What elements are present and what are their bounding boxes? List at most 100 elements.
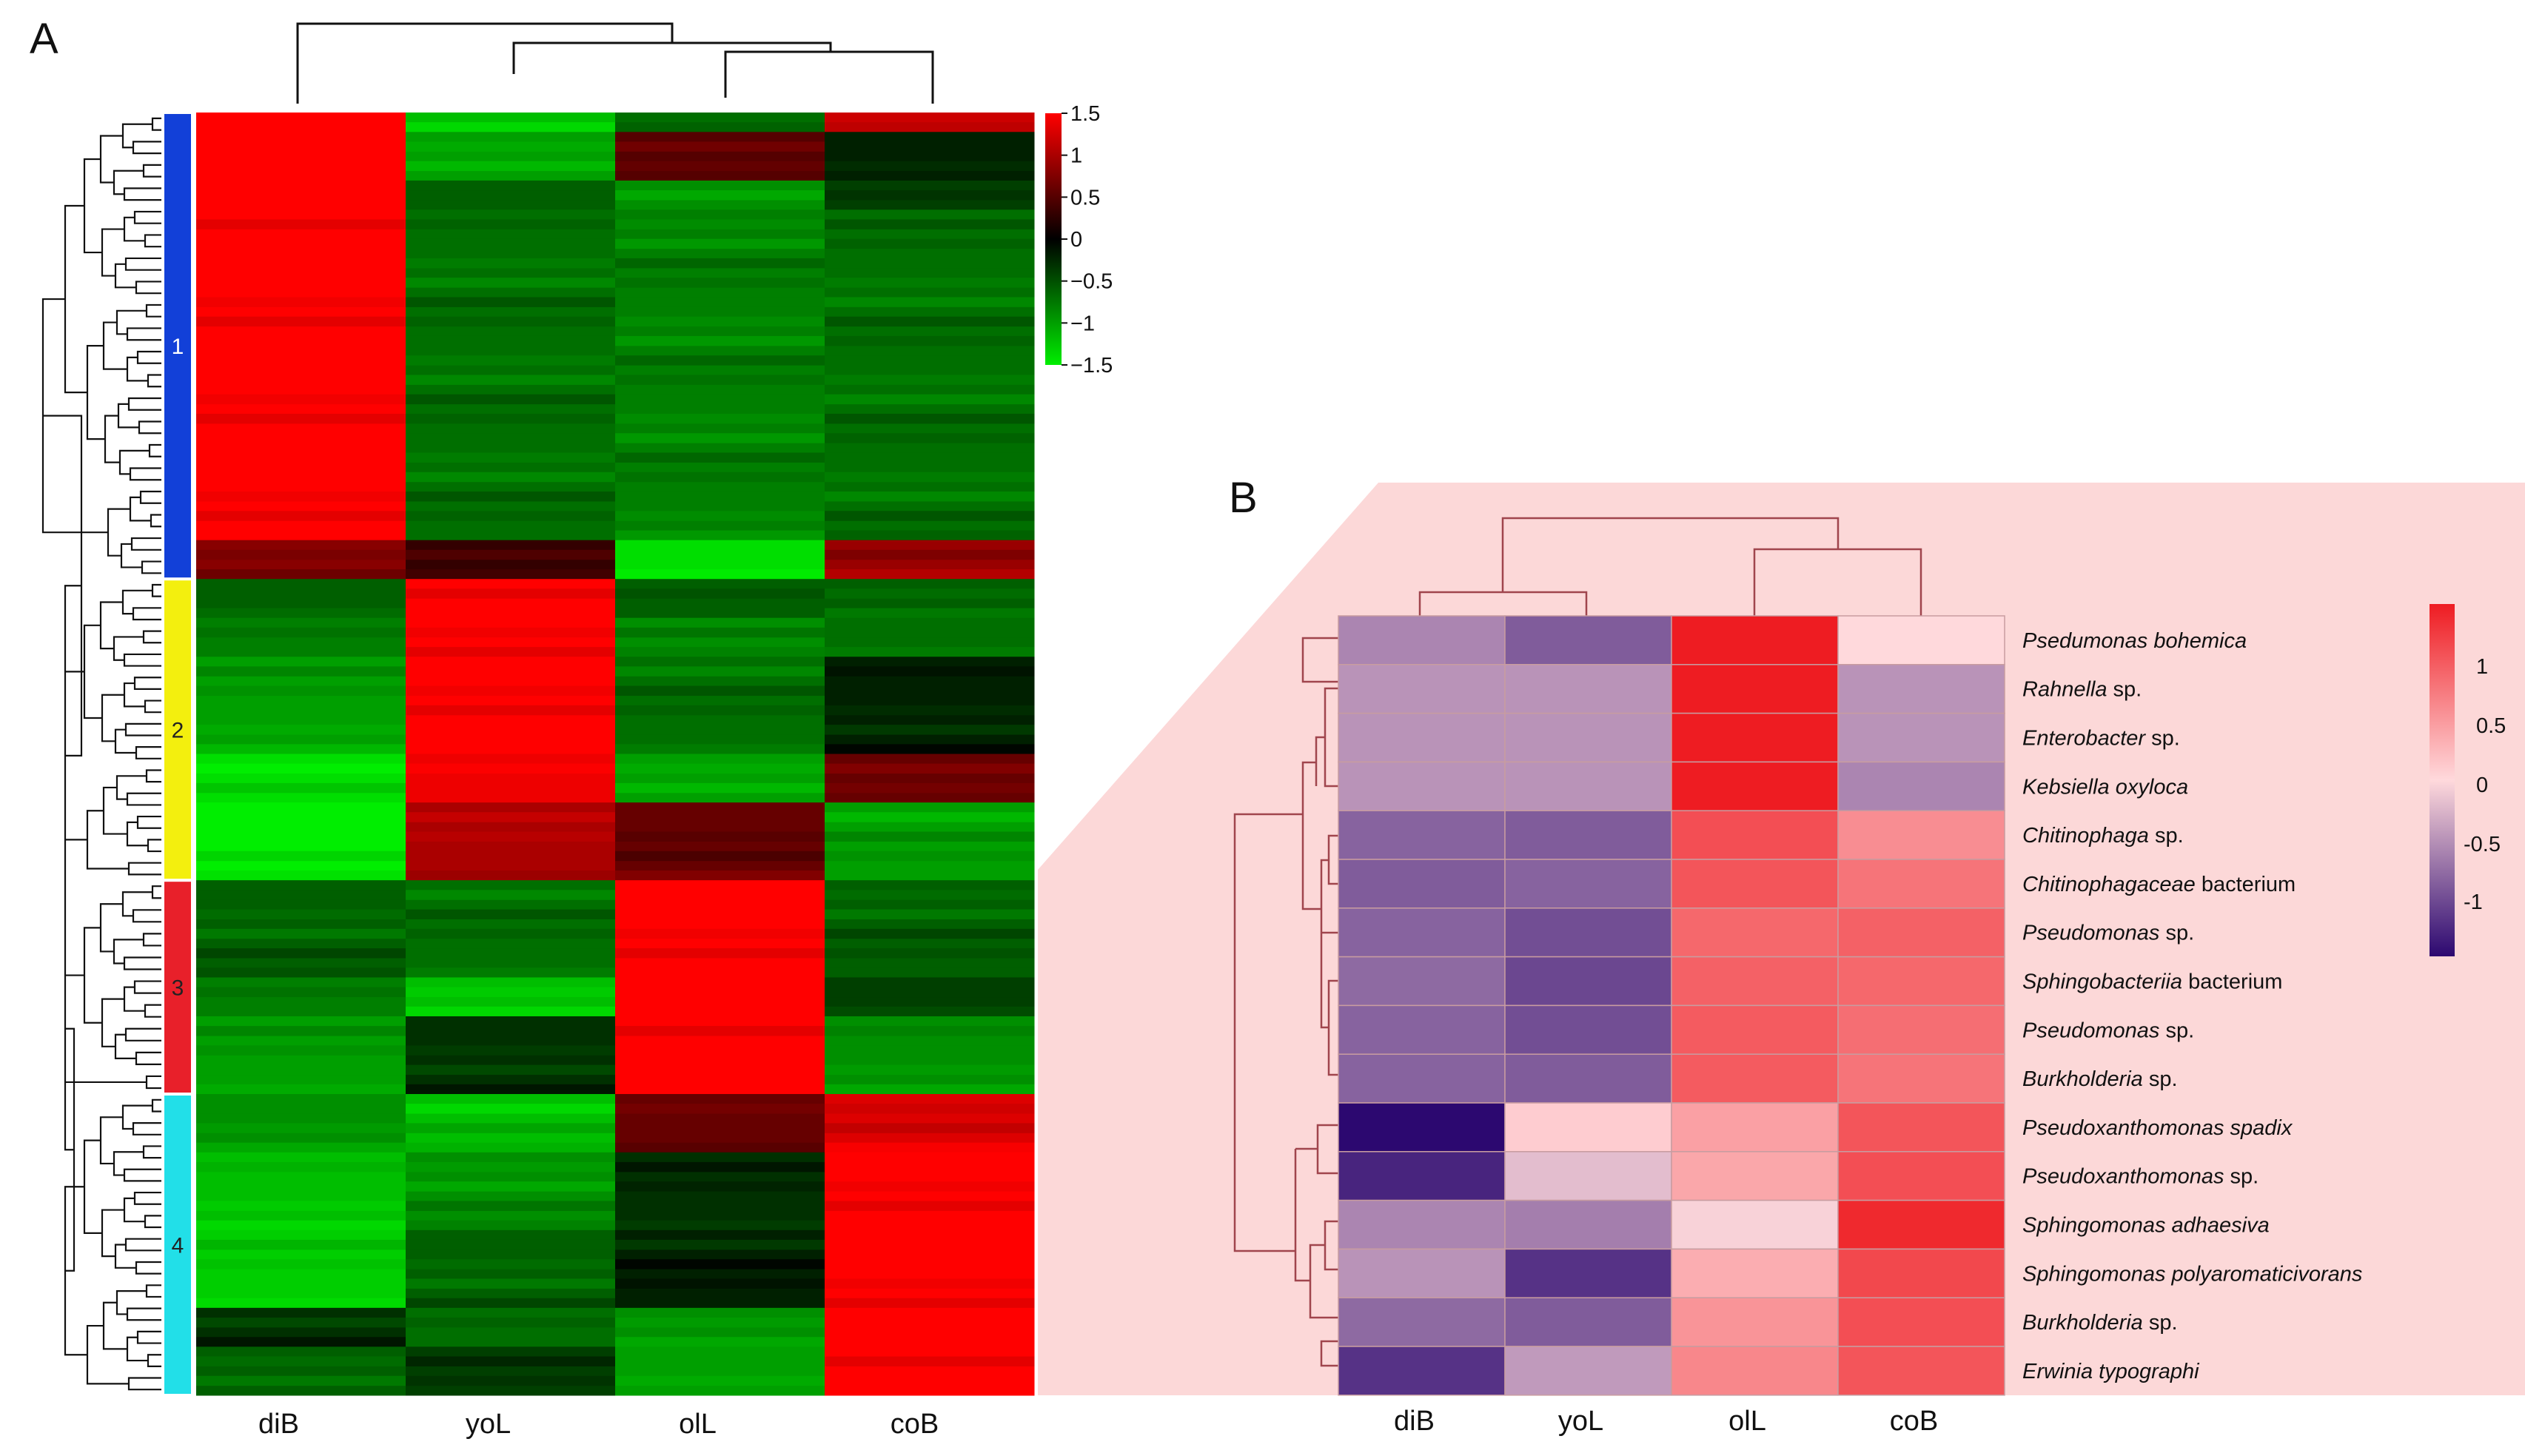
panel-b-column-dendrogram — [1418, 517, 1922, 616]
heatmap-cell — [196, 132, 406, 181]
heatmap-stripe — [825, 1201, 1035, 1211]
heatmap-stripe — [406, 627, 616, 638]
species-label: Rahnella sp. — [2022, 678, 2142, 702]
heatmap-cell — [1504, 1297, 1672, 1347]
heatmap-stripe — [406, 685, 616, 697]
heatmap-stripe — [196, 705, 406, 716]
heatmap-stripe — [406, 1375, 616, 1386]
heatmap-stripe — [406, 316, 616, 327]
panel-a-column-label-coB: coB — [891, 1409, 939, 1440]
heatmap-stripe — [615, 394, 825, 405]
heatmap-stripe — [406, 987, 616, 998]
heatmap-stripe — [196, 1278, 406, 1289]
cluster-bar-1 — [164, 114, 191, 578]
heatmap-cell — [1837, 761, 2005, 811]
heatmap-stripe — [406, 812, 616, 822]
heatmap-cell — [1338, 1151, 1506, 1201]
heatmap-cell — [1338, 664, 1506, 714]
heatmap-stripe — [406, 1142, 616, 1153]
heatmap-stripe — [196, 608, 406, 618]
heatmap-stripe — [406, 705, 616, 716]
scale-tick-label: 1.5 — [1070, 102, 1100, 126]
heatmap-cell — [1671, 761, 1839, 811]
panel-b-row-labels: Psedumonas bohemica Rahnella sp. Enterobac… — [2022, 629, 2362, 1383]
panel-b-column-label-yoL: yoL — [1558, 1406, 1603, 1437]
heatmap-stripe — [196, 1239, 406, 1250]
scale-tick-label: 0.5 — [1070, 186, 1100, 209]
heatmap-stripe — [196, 511, 406, 521]
heatmap-stripe — [406, 763, 616, 774]
scale-tick-label: 0.5 — [2476, 714, 2506, 738]
row-dendrogram-lines — [41, 117, 161, 1391]
heatmap-stripe — [825, 608, 1035, 618]
heatmap-stripe — [406, 1278, 616, 1289]
heatmap-stripe — [615, 666, 825, 677]
heatmap-cell — [1671, 1004, 1839, 1055]
heatmap-stripe — [615, 627, 825, 638]
heatmap-stripe — [196, 685, 406, 697]
heatmap-stripe — [615, 238, 825, 249]
heatmap-stripe — [825, 967, 1035, 978]
cluster-label-1: 1 — [172, 335, 184, 359]
heatmap-stripe — [196, 258, 406, 269]
heatmap-stripe — [196, 1142, 406, 1153]
heatmap-stripe — [825, 161, 1035, 172]
heatmap-stripe — [615, 278, 825, 288]
heatmap-stripe — [406, 782, 616, 794]
heatmap-stripe — [825, 316, 1035, 327]
heatmap-cell — [1504, 1102, 1672, 1153]
cluster-bar-2 — [164, 580, 191, 879]
species-label: Pseudomonas sp. — [2022, 1019, 2194, 1042]
panel-a-color-scale-ticks: 1.5 1 0.5 0 −0.5 −1 −1.5 — [1062, 102, 1113, 378]
scale-tick-label: −0.5 — [1070, 270, 1113, 294]
heatmap-stripe — [825, 492, 1035, 502]
heatmap-stripe — [196, 763, 406, 774]
heatmap-cell — [615, 132, 825, 181]
heatmap-stripe — [196, 472, 406, 483]
scale-tick-label: 1 — [2476, 655, 2488, 679]
heatmap-stripe — [196, 1045, 406, 1056]
heatmap-cell — [406, 1346, 616, 1396]
heatmap-cell — [1504, 859, 1672, 909]
heatmap-stripe — [196, 967, 406, 978]
heatmap-stripe — [615, 1045, 825, 1056]
heatmap-stripe — [406, 413, 616, 424]
heatmap-stripe — [406, 1201, 616, 1211]
heatmap-stripe — [615, 987, 825, 998]
heatmap-stripe — [825, 705, 1035, 716]
heatmap-stripe — [406, 335, 616, 346]
heatmap-cell — [1504, 712, 1672, 763]
species-label: Pseudomonas sp. — [2022, 922, 2194, 945]
heatmap-cell — [1504, 956, 1672, 1007]
heatmap-stripe — [406, 569, 616, 580]
heatmap-stripe — [196, 1161, 406, 1172]
heatmap-stripe — [825, 627, 1035, 638]
heatmap-stripe — [825, 1084, 1035, 1095]
heatmap-stripe — [825, 948, 1035, 959]
panel-b-column-label-olL: olL — [1728, 1406, 1766, 1437]
heatmap-stripe — [825, 297, 1035, 307]
heatmap-stripe — [196, 588, 406, 599]
species-label: Chitinophagaceae bacterium — [2022, 873, 2296, 896]
heatmap-stripe — [825, 1064, 1035, 1076]
heatmap-stripe — [406, 1337, 616, 1347]
heatmap-stripe — [615, 297, 825, 307]
heatmap-stripe — [615, 1161, 825, 1172]
heatmap-stripe — [825, 1298, 1035, 1309]
heatmap-stripe — [825, 1356, 1035, 1366]
heatmap-stripe — [615, 1317, 825, 1328]
heatmap-stripe — [825, 238, 1035, 249]
species-label: Pseudoxanthomonas spadix — [2022, 1116, 2293, 1140]
heatmap-stripe — [615, 1181, 825, 1192]
heatmap-cell — [406, 132, 616, 181]
heatmap-stripe — [825, 1026, 1035, 1036]
heatmap-stripe — [196, 948, 406, 959]
heatmap-stripe — [406, 967, 616, 978]
heatmap-stripe — [196, 666, 406, 677]
heatmap-cell — [1837, 859, 2005, 909]
heatmap-stripe — [615, 1006, 825, 1017]
heatmap-stripe — [406, 452, 616, 463]
heatmap-stripe — [825, 569, 1035, 580]
scale-tick-label: -0.5 — [2464, 833, 2501, 856]
heatmap-cell — [1671, 1297, 1839, 1347]
